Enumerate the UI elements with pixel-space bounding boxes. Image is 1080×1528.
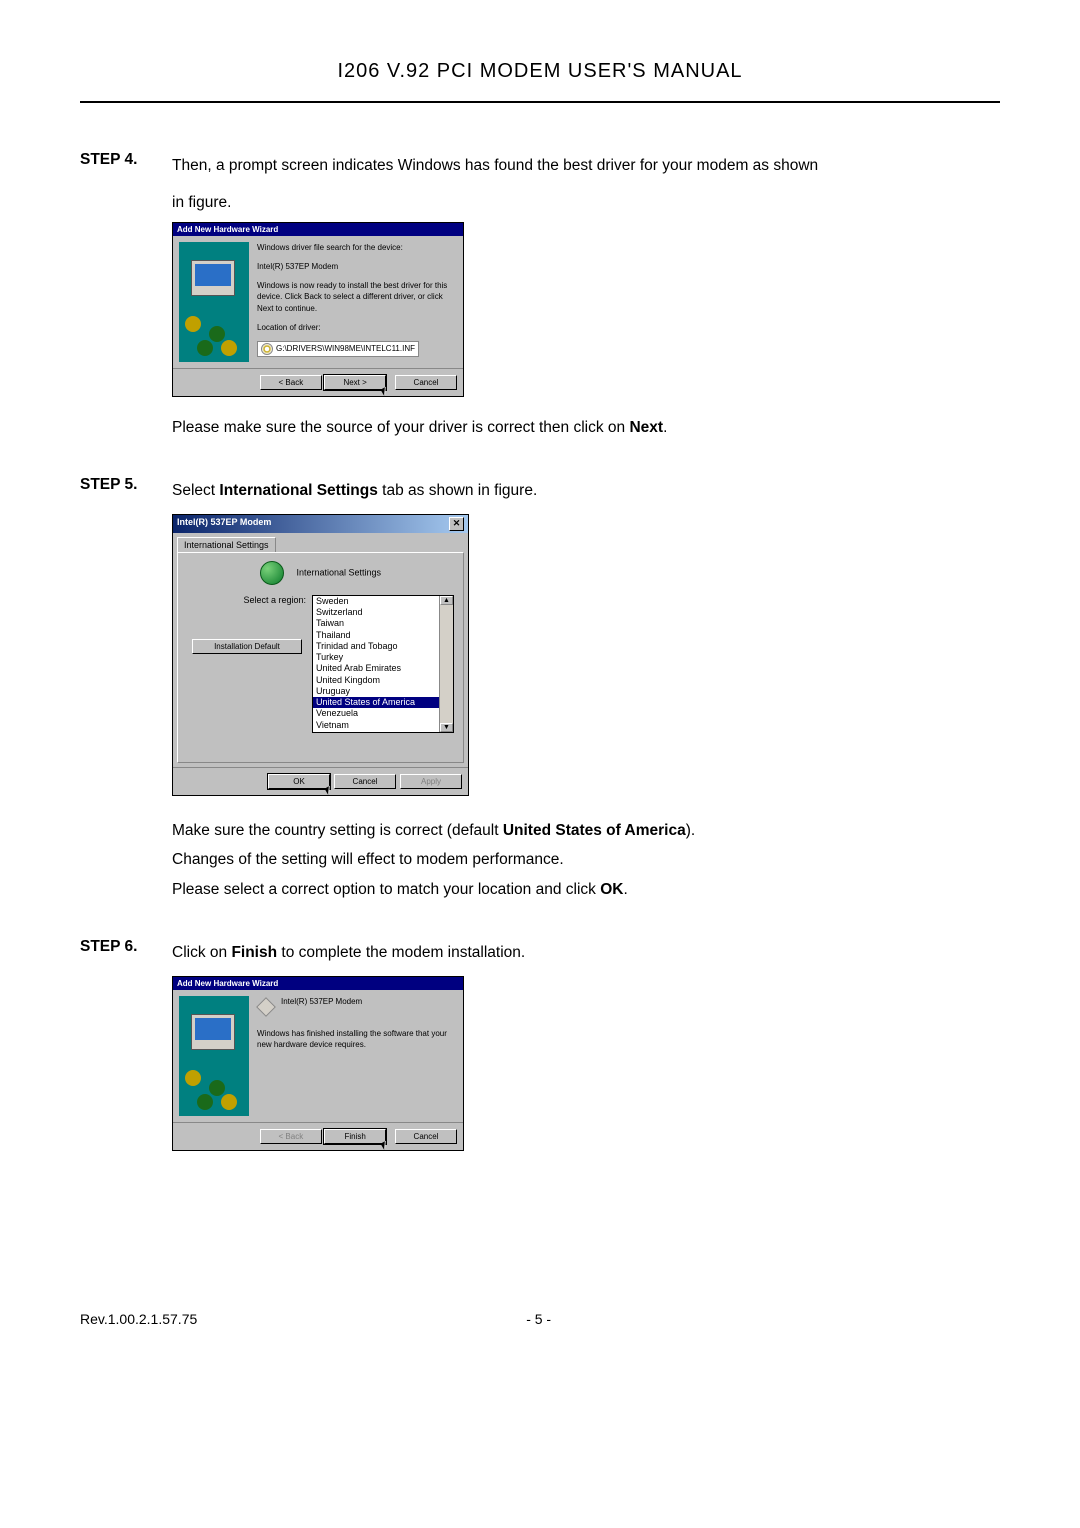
monitor-icon (191, 260, 235, 296)
gear-icon (221, 1094, 237, 1110)
gear-icon (197, 340, 213, 356)
dialog-title: Intel(R) 537EP Modem (177, 517, 271, 531)
region-option[interactable]: Vietnam (313, 720, 453, 731)
wizard1-line3: Windows is now ready to install the best… (257, 280, 457, 314)
cancel-button[interactable]: Cancel (395, 375, 457, 390)
intl-settings-dialog: Intel(R) 537EP Modem ✕ International Set… (172, 514, 469, 796)
cancel-button[interactable]: Cancel (334, 774, 396, 789)
step5-text-a: Select (172, 482, 219, 499)
select-region-label: Select a region: (186, 595, 312, 605)
next-button[interactable]: Next > (324, 375, 386, 390)
region-option[interactable]: Venezuela (313, 708, 453, 719)
wizard1-line1: Windows driver file search for the devic… (257, 242, 457, 253)
step6-text-b: to complete the modem installation. (277, 944, 525, 961)
region-listbox[interactable]: SwedenSwitzerlandTaiwanThailandTrinidad … (312, 595, 454, 733)
globe-icon (260, 561, 284, 585)
step6-body: Click on Finish to complete the modem in… (172, 938, 1000, 967)
step5-p1: Make sure the country setting is correct… (172, 816, 1000, 845)
monitor-icon (191, 1014, 235, 1050)
region-option[interactable]: Zimbabwe (313, 731, 453, 733)
step5-p1-b: ). (686, 822, 695, 839)
region-option[interactable]: United Arab Emirates (313, 663, 453, 674)
step5-p3-a: Please select a correct option to match … (172, 881, 600, 898)
step6-text-bold: Finish (231, 944, 277, 961)
back-button[interactable]: < Back (260, 375, 322, 390)
back-button[interactable]: < Back (260, 1129, 322, 1144)
step5-label: STEP 5. (80, 476, 172, 505)
footer-page-number: - 5 - (526, 1311, 551, 1327)
gear-icon (185, 316, 201, 332)
region-option[interactable]: Trinidad and Tobago (313, 641, 453, 652)
region-option[interactable]: Taiwan (313, 618, 453, 629)
wizard1-line4: Location of driver: (257, 322, 457, 333)
step4-note: Please make sure the source of your driv… (172, 413, 1000, 442)
region-option[interactable]: Switzerland (313, 607, 453, 618)
region-option[interactable]: United Kingdom (313, 675, 453, 686)
step5-body: Select International Settings tab as sho… (172, 476, 1000, 505)
cd-icon (261, 343, 273, 355)
gear-icon (221, 340, 237, 356)
driver-path-field: G:\DRIVERS\WIN98ME\INTELC11.INF (257, 341, 419, 357)
tab-international-settings[interactable]: International Settings (177, 537, 276, 552)
step4-text-b: in figure. (172, 188, 1000, 217)
step5-p3-b: . (623, 881, 627, 898)
gear-icon (185, 1070, 201, 1086)
header-rule (80, 101, 1000, 103)
step4-note-a: Please make sure the source of your driv… (172, 419, 629, 436)
step4-note-c: . (663, 419, 667, 436)
cancel-button[interactable]: Cancel (395, 1129, 457, 1144)
wizard2-titlebar: Add New Hardware Wizard (173, 977, 463, 990)
ok-button[interactable]: OK (268, 774, 330, 789)
step5-p1-bold: United States of America (503, 822, 686, 839)
step4-note-bold: Next (629, 419, 663, 436)
wizard2-illustration (179, 996, 249, 1116)
gear-icon (197, 1094, 213, 1110)
wizard-window-2: Add New Hardware Wizard Intel(R) 537EP M… (172, 976, 464, 1151)
apply-button[interactable]: Apply (400, 774, 462, 789)
step5-p3: Please select a correct option to match … (172, 875, 1000, 904)
region-option[interactable]: Sweden (313, 596, 453, 607)
close-button[interactable]: ✕ (449, 517, 464, 531)
finish-button[interactable]: Finish (324, 1129, 386, 1144)
intl-heading: International Settings (296, 567, 381, 577)
wizard-window-1: Add New Hardware Wizard Windows driver f… (172, 222, 464, 397)
step4-label: STEP 4. (80, 151, 172, 180)
region-option[interactable]: Thailand (313, 630, 453, 641)
step5-p2: Changes of the setting will effect to mo… (172, 845, 1000, 874)
wizard1-titlebar: Add New Hardware Wizard (173, 223, 463, 236)
step5-text-bold: International Settings (219, 482, 377, 499)
listbox-scrollbar[interactable] (439, 596, 453, 732)
gear-icon (209, 326, 225, 342)
region-option[interactable]: United States of America (313, 697, 453, 708)
wizard2-line1: Intel(R) 537EP Modem (281, 996, 362, 1007)
step4-text-a: Then, a prompt screen indicates Windows … (172, 157, 818, 174)
wizard1-illustration (179, 242, 249, 362)
gear-icon (209, 1080, 225, 1096)
driver-path-text: G:\DRIVERS\WIN98ME\INTELC11.INF (276, 343, 415, 354)
step6-label: STEP 6. (80, 938, 172, 967)
wizard2-line2: Windows has finished installing the soft… (257, 1028, 457, 1050)
step4-body: Then, a prompt screen indicates Windows … (172, 151, 1000, 180)
page-header-title: I206 V.92 PCI MODEM USER'S MANUAL (80, 60, 1000, 83)
step5-text-b: tab as shown in figure. (378, 482, 537, 499)
region-option[interactable]: Uruguay (313, 686, 453, 697)
region-option[interactable]: Turkey (313, 652, 453, 663)
step5-p1-a: Make sure the country setting is correct… (172, 822, 503, 839)
footer-revision: Rev.1.00.2.1.57.75 (80, 1311, 197, 1327)
diamond-icon (256, 997, 276, 1017)
wizard1-line2: Intel(R) 537EP Modem (257, 261, 457, 272)
installation-default-button[interactable]: Installation Default (192, 639, 302, 654)
step5-p3-bold: OK (600, 881, 623, 898)
step6-text-a: Click on (172, 944, 231, 961)
